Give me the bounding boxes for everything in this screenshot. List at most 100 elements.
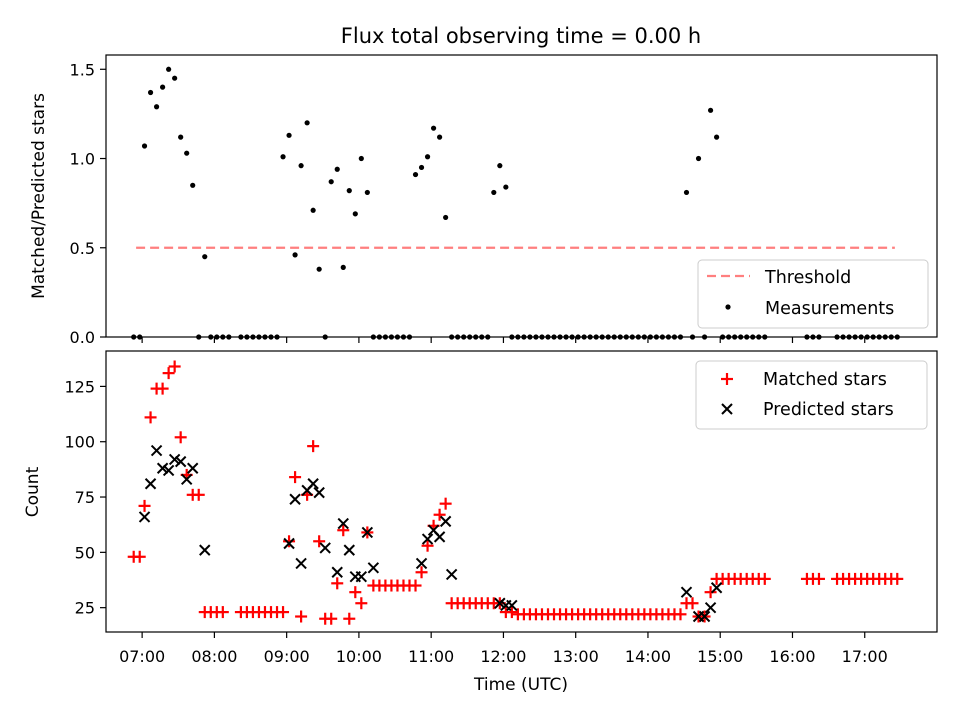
measurement-point (346, 188, 352, 194)
bottom-y-tick-label: 50 (75, 543, 95, 562)
bottom-y-tick-label: 100 (64, 433, 95, 452)
measurement-point (358, 155, 364, 162)
predicted-star-marker (343, 544, 355, 556)
predicted-star-marker (710, 582, 723, 594)
top-y-ticks: 0.0 0.5 1.0 1.5 (70, 60, 106, 347)
measurement-point (202, 254, 208, 260)
predicted-star-marker (162, 464, 175, 477)
predicted-star-marker (187, 462, 199, 474)
predicted-star-marker (421, 533, 434, 545)
measurement-point (190, 182, 196, 188)
measurement-point (304, 120, 310, 126)
bottom-legend: Matched stars Predicted stars (695, 360, 928, 430)
measurement-point (714, 134, 720, 140)
measurement-point (184, 150, 190, 156)
predicted-star-marker (138, 511, 151, 523)
measurement-point (328, 179, 334, 185)
predicted-star-marker (433, 531, 446, 543)
predicted-star-marker (704, 601, 717, 614)
predicted-star-marker (144, 478, 157, 490)
predicted-star-marker (680, 586, 693, 598)
predicted-star-marker (337, 517, 349, 530)
bottom-x-ticks: 07:00 08:00 09:00 10:00 11:00 12:00 13:00 14:00… (119, 632, 888, 666)
legend-predicted-label: Predicted stars (763, 400, 894, 420)
matched-star-marker (349, 586, 362, 599)
matched-star-marker (891, 572, 904, 585)
matched-star-marker (325, 612, 338, 625)
measurement-point (316, 266, 322, 272)
matched-star-marker (812, 572, 825, 585)
legend-measurements-swatch (725, 304, 731, 310)
predicted-star-marker (355, 570, 368, 583)
matched-star-marker (505, 606, 518, 619)
top-y-axis-label: Matched/Predicted stars (29, 93, 49, 299)
matched-star-marker (138, 499, 151, 512)
measurement-point (497, 163, 503, 169)
top-x-ticks (141, 337, 866, 343)
matched-star-marker (758, 572, 771, 585)
legend-predicted-swatch (721, 403, 733, 415)
matched-star-marker (704, 586, 717, 599)
bottom-y-tick-label: 75 (75, 488, 95, 507)
measurement-point (292, 252, 298, 258)
matched-star-marker (415, 566, 428, 579)
bottom-axes-frame (105, 350, 938, 633)
matched-star-marker (216, 606, 229, 619)
bottom-x-tick-label: 16:00 (769, 647, 815, 666)
bottom-x-tick-label: 17:00 (842, 647, 888, 666)
measurement-point (160, 84, 166, 90)
top-y-tick-label: 1.5 (70, 60, 95, 79)
top-y-tick-label: 1.0 (70, 150, 95, 169)
matched-star-marker (162, 367, 175, 380)
matched-star-marker (433, 508, 446, 521)
matched-star-marker (192, 488, 205, 501)
measurement-point (340, 264, 346, 270)
matched-star-marker (439, 497, 452, 510)
measurement-point (286, 132, 292, 138)
matched-star-marker (674, 608, 687, 621)
measurement-point (141, 143, 148, 149)
predicted-star-marker (445, 568, 458, 581)
matched-star-marker (331, 577, 344, 590)
predicted-star-marker (361, 526, 374, 539)
measurement-point (280, 154, 286, 160)
predicted-star-marker (307, 478, 319, 490)
predicted-star-marker (319, 542, 331, 554)
predicted-star-marker (367, 562, 380, 574)
matched-star-marker (343, 612, 356, 625)
matched-star-marker (307, 440, 320, 453)
legend-threshold-label: Threshold (764, 268, 851, 288)
measurement-point (418, 164, 425, 171)
measurement-point (412, 171, 419, 178)
predicted-star-marker (698, 610, 711, 623)
top-axes: 0.0 0.5 1.0 1.5 Matched/Predicted stars Thr… (29, 54, 938, 347)
predicted-star-marker (331, 566, 343, 578)
measurement-point (172, 75, 178, 81)
predicted-star-marker (494, 597, 506, 609)
legend-measurements-label: Measurements (765, 299, 894, 319)
measurement-point (310, 207, 316, 213)
matched-star-marker (283, 535, 296, 548)
top-legend: Threshold Measurements (697, 259, 929, 329)
x-axis-label: Time (UTC) (473, 675, 568, 695)
bottom-x-tick-label: 15:00 (697, 647, 743, 666)
bottom-y-tick-label: 25 (75, 599, 95, 618)
bottom-x-tick-label: 13:00 (553, 647, 599, 666)
matched-star-marker (277, 606, 290, 619)
bottom-x-tick-label: 14:00 (625, 647, 671, 666)
matched-star-marker (355, 597, 368, 610)
measurement-point (147, 89, 154, 96)
matched-star-marker (313, 535, 326, 548)
top-axes-frame (105, 54, 938, 338)
matched-star-marker (144, 411, 157, 424)
bottom-y-axis-label: Count (23, 466, 43, 517)
measurement-point (424, 154, 431, 160)
bottom-x-tick-label: 12:00 (480, 647, 526, 666)
predicted-star-marker (156, 462, 169, 474)
predicted-stars-points (138, 444, 723, 623)
measurement-point (298, 163, 304, 169)
matched-star-marker (421, 539, 434, 552)
matched-star-marker (168, 360, 181, 373)
predicted-star-marker (168, 453, 181, 466)
